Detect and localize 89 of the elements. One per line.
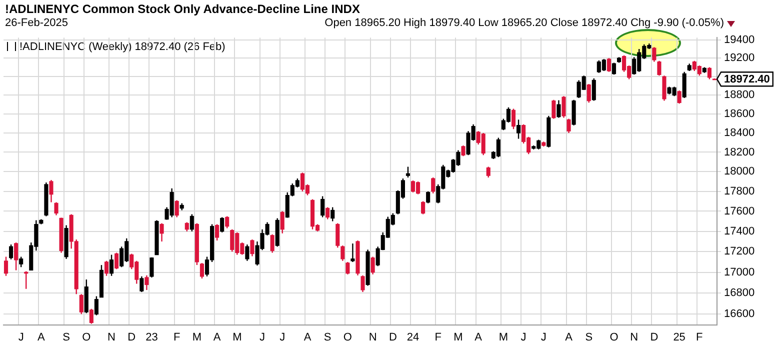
candlestick [662, 75, 666, 102]
x-tick-label: N [368, 331, 377, 344]
x-tick-label: J [280, 331, 286, 344]
candlestick [174, 200, 179, 218]
y-tick-label: 17000 [724, 266, 755, 278]
x-tick-label: 25 [673, 331, 686, 344]
x-tick-label: J [18, 331, 24, 344]
x-tick-label: N [630, 331, 638, 344]
candlestick [366, 249, 370, 286]
x-tick-label: J [260, 331, 266, 344]
y-tick-label: 16600 [724, 308, 755, 320]
x-tick-label: J [540, 331, 546, 344]
y-tick-label: 17200 [724, 246, 755, 258]
candlestick [652, 46, 656, 62]
candlestick [275, 218, 280, 248]
x-tick-label: A [474, 331, 483, 344]
candlestick [370, 256, 375, 275]
x-tick-label: S [585, 331, 593, 344]
candlestick [566, 118, 571, 134]
candlestick [94, 296, 98, 316]
y-tick-label: 17400 [724, 225, 755, 238]
y-tick-label: 19400 [724, 34, 755, 46]
candlestick [160, 222, 164, 242]
candlestick [360, 274, 365, 293]
candlestick [14, 242, 18, 271]
x-tick-label: F [173, 331, 180, 344]
x-tick-label: 24 [406, 331, 420, 344]
candlestick [546, 115, 551, 148]
candlestick [140, 276, 144, 293]
x-tick-label: M [498, 331, 508, 344]
x-tick-label: M [232, 331, 242, 344]
candlestick [64, 224, 68, 260]
x-tick-label: O [82, 331, 92, 344]
candlestick [461, 144, 466, 157]
candlestick [572, 99, 576, 126]
candlestick [556, 100, 561, 118]
x-tick-label: N [108, 331, 116, 344]
x-tick-label: A [565, 331, 574, 344]
candlestick [44, 182, 48, 217]
text: Open 18965.20 High 18979.40 Low 18965.20 Close 18972.40 Chg -9.90 (-0.05%) [324, 17, 724, 29]
candlestick [144, 274, 149, 291]
text: 26-Feb-2025 [5, 17, 68, 29]
candlestick [39, 218, 44, 225]
x-tick-label: F [696, 331, 704, 344]
y-tick-label: 18200 [724, 146, 755, 158]
x-tick-label: S [324, 331, 332, 344]
x-tick-label: D [650, 331, 658, 344]
candlestick [245, 244, 250, 262]
candlestick [54, 202, 58, 216]
candlestick [59, 218, 64, 254]
candlestick [552, 99, 556, 120]
candlestick [356, 240, 360, 276]
y-tick-label: 16800 [724, 287, 755, 300]
candlestick [150, 258, 154, 278]
x-tick-label: A [213, 331, 222, 344]
candlestick [562, 95, 566, 118]
y-tick-label: 19200 [724, 52, 755, 64]
candlestick [677, 90, 682, 104]
x-tick-label: A [304, 331, 312, 344]
x-tick-label: S [62, 331, 70, 344]
candlestick [346, 261, 350, 275]
candlestick [687, 63, 692, 72]
x-tick-label: M [192, 331, 202, 344]
candlestick [682, 71, 686, 99]
y-tick-label: 18800 [724, 89, 755, 102]
x-tick-label: O [610, 331, 619, 344]
y-tick-label: 17600 [724, 205, 755, 218]
candlestick [516, 119, 521, 140]
x-tick-label: D [388, 331, 397, 344]
x-tick-label: D [128, 331, 136, 344]
candlestick [330, 206, 335, 222]
x-tick-label: 23 [146, 331, 158, 344]
candlestick [49, 179, 54, 203]
chart-title: !ADLINENYC Common Stock Only Advance-Decline Line INDX [5, 2, 360, 16]
y-tick-label: 18400 [724, 127, 755, 140]
x-tick-label: M [454, 331, 463, 344]
y-tick-label: 17800 [724, 185, 755, 198]
y-tick-label: 18600 [724, 108, 755, 120]
x-tick-label: O [343, 331, 352, 344]
x-tick-label: J [520, 331, 526, 344]
y-tick-label: 18000 [724, 166, 755, 178]
candlestick [270, 234, 274, 254]
candlestick [154, 220, 159, 256]
candlestick [250, 238, 254, 257]
candlestick [657, 60, 662, 76]
candlestick [340, 244, 345, 262]
text: 18972.40 [724, 74, 770, 86]
x-tick-label: A [38, 331, 46, 344]
x-tick-label: F [434, 331, 442, 344]
